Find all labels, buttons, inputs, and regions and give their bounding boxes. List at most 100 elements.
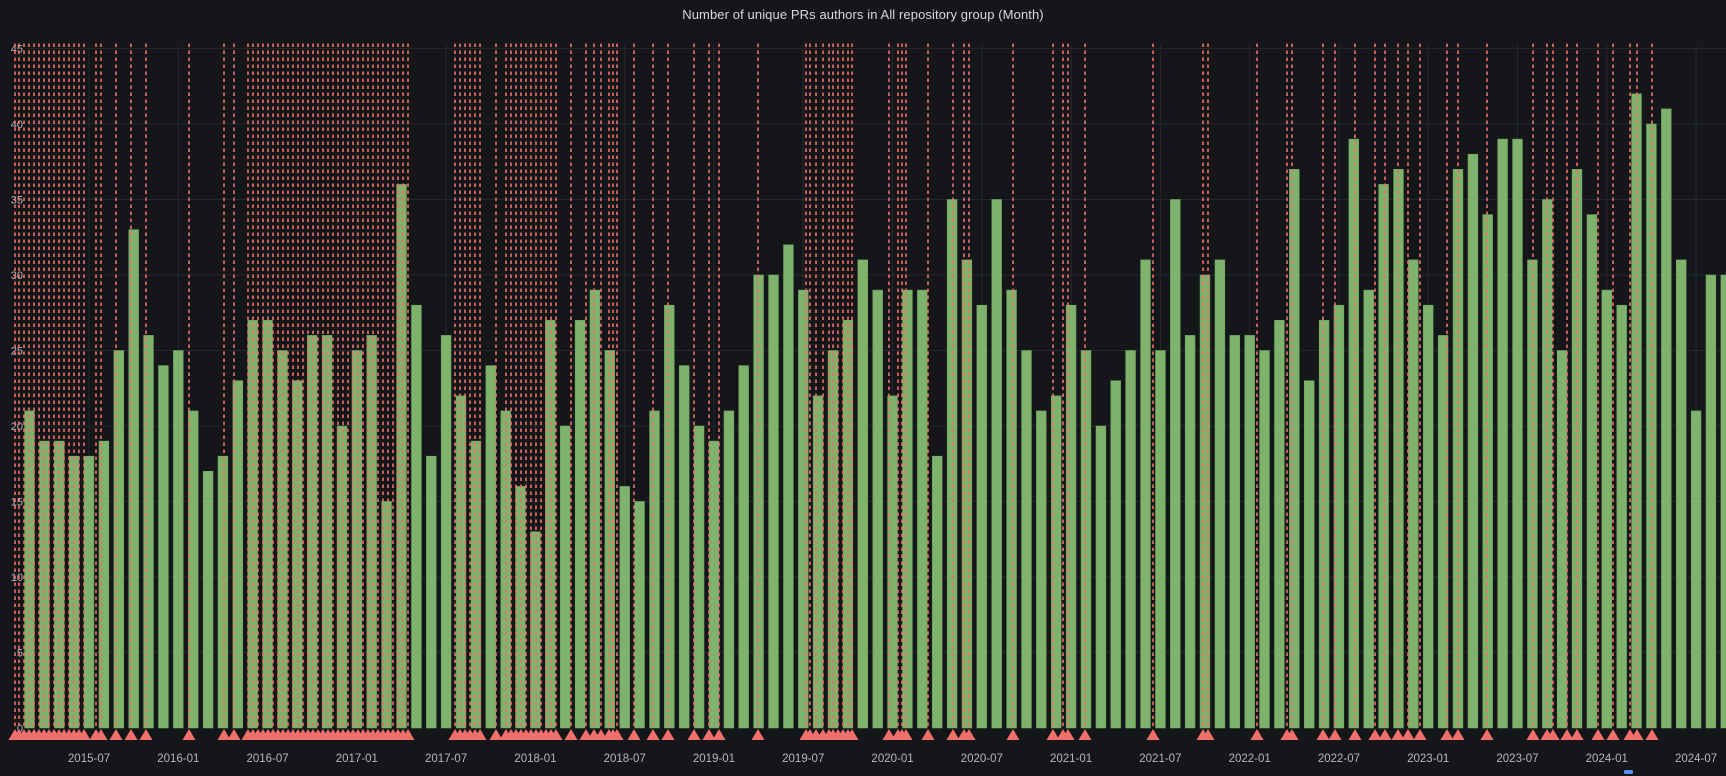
annotation-marker[interactable] — [946, 729, 960, 740]
bar-2024-01[interactable] — [1601, 289, 1613, 729]
annotation-marker[interactable] — [712, 729, 726, 740]
bar-2024-06[interactable] — [1676, 259, 1687, 729]
bar-2020-11[interactable] — [1036, 410, 1047, 729]
bar-2024-05[interactable] — [1661, 108, 1672, 729]
annotation-marker[interactable] — [549, 729, 563, 740]
bar-2018-08[interactable] — [634, 501, 645, 729]
annotation-marker[interactable] — [217, 729, 231, 740]
annotation-marker[interactable] — [1146, 729, 1160, 740]
bar-2016-10[interactable] — [306, 335, 318, 729]
bar-2018-12[interactable] — [693, 425, 705, 729]
bar-2022-08[interactable] — [1348, 138, 1360, 729]
bar-2018-05[interactable] — [589, 289, 601, 729]
bar-2023-01[interactable] — [1423, 304, 1434, 729]
annotation-marker[interactable] — [627, 729, 641, 740]
annotation-marker[interactable] — [1606, 729, 1620, 740]
annotation-marker[interactable] — [1046, 729, 1060, 740]
bar-2021-08[interactable] — [1170, 199, 1181, 729]
bar-2022-04[interactable] — [1289, 169, 1300, 729]
bar-2024-02[interactable] — [1616, 304, 1627, 729]
bar-2022-10[interactable] — [1378, 184, 1389, 729]
panel-title[interactable]: Number of unique PRs authors in All repo… — [682, 6, 1044, 22]
bar-2021-01[interactable] — [1065, 304, 1077, 729]
annotation-marker[interactable] — [882, 729, 896, 740]
bar-2022-12[interactable] — [1408, 259, 1419, 729]
annotation-marker[interactable] — [1401, 729, 1415, 740]
annotation-marker[interactable] — [1078, 729, 1092, 740]
annotation-marker[interactable] — [845, 729, 859, 740]
bar-2018-03[interactable] — [559, 425, 571, 729]
annotation-marker[interactable] — [687, 729, 701, 740]
bar-2020-07[interactable] — [976, 304, 988, 729]
annotation-marker[interactable] — [1630, 729, 1644, 740]
annotation-marker[interactable] — [646, 729, 660, 740]
bar-2018-04[interactable] — [574, 319, 586, 729]
bar-2017-03[interactable] — [381, 501, 392, 729]
bar-2020-02[interactable] — [902, 289, 913, 729]
annotation-marker[interactable] — [1570, 729, 1584, 740]
annotation-marker[interactable] — [1440, 729, 1454, 740]
bar-2019-06[interactable] — [783, 244, 794, 729]
bar-2021-03[interactable] — [1095, 425, 1107, 729]
bar-2023-07[interactable] — [1512, 138, 1523, 729]
bar-2021-09[interactable] — [1184, 335, 1196, 729]
annotation-marker[interactable] — [1328, 729, 1342, 740]
bar-2023-12[interactable] — [1586, 214, 1598, 729]
bar-2020-08[interactable] — [991, 199, 1002, 729]
bar-2016-06[interactable] — [247, 319, 258, 729]
bar-2022-09[interactable] — [1363, 289, 1374, 729]
bar-2019-10[interactable] — [842, 319, 854, 729]
bar-2020-10[interactable] — [1021, 350, 1032, 729]
bar-2021-10[interactable] — [1199, 274, 1211, 729]
bar-2018-09[interactable] — [649, 410, 660, 729]
bar-2017-08[interactable] — [455, 395, 467, 729]
annotation-marker[interactable] — [124, 729, 138, 740]
bar-2021-02[interactable] — [1080, 350, 1092, 729]
annotation-marker[interactable] — [751, 729, 765, 740]
annotation-marker[interactable] — [1391, 729, 1405, 740]
bar-2020-06[interactable] — [961, 259, 973, 729]
bar-2015-09[interactable] — [113, 350, 125, 729]
annotation-marker[interactable] — [109, 729, 123, 740]
annotation-marker[interactable] — [182, 729, 196, 740]
legend-series-marker[interactable] — [1624, 770, 1633, 774]
bar-2020-12[interactable] — [1051, 395, 1062, 729]
bar-2018-10[interactable] — [664, 304, 675, 729]
bar-2016-08[interactable] — [277, 350, 288, 729]
annotation-marker[interactable] — [1368, 729, 1382, 740]
annotation-marker[interactable] — [77, 729, 91, 740]
bar-2019-08[interactable] — [812, 395, 824, 729]
bar-2021-07[interactable] — [1155, 350, 1166, 729]
bar-2024-09[interactable] — [1720, 274, 1726, 729]
annotation-marker[interactable] — [962, 729, 976, 740]
bar-2016-12[interactable] — [336, 425, 348, 729]
annotation-marker[interactable] — [227, 729, 241, 740]
annotation-marker[interactable] — [1348, 729, 1362, 740]
annotation-marker[interactable] — [564, 729, 578, 740]
bar-2017-04[interactable] — [396, 184, 407, 729]
bar-2018-11[interactable] — [678, 365, 690, 729]
bar-2020-05[interactable] — [946, 199, 958, 729]
bar-2016-11[interactable] — [321, 335, 333, 729]
annotation-marker[interactable] — [1480, 729, 1494, 740]
annotation-marker[interactable] — [1413, 729, 1427, 740]
bar-2016-05[interactable] — [232, 380, 243, 729]
bar-2015-10[interactable] — [128, 229, 139, 729]
annotation-marker[interactable] — [610, 729, 624, 740]
bar-2017-07[interactable] — [440, 335, 452, 729]
annotation-marker[interactable] — [1591, 729, 1605, 740]
bar-2017-10[interactable] — [485, 365, 496, 729]
annotation-marker[interactable] — [921, 729, 935, 740]
bar-2023-02[interactable] — [1437, 335, 1449, 729]
annotation-marker[interactable] — [489, 729, 503, 740]
bar-2021-05[interactable] — [1125, 350, 1136, 729]
bar-2021-06[interactable] — [1140, 259, 1151, 729]
bar-2023-03[interactable] — [1452, 169, 1464, 729]
bar-2017-06[interactable] — [426, 455, 437, 729]
bar-2020-09[interactable] — [1006, 289, 1017, 729]
bar-2023-04[interactable] — [1467, 153, 1479, 729]
bar-2022-07[interactable] — [1333, 304, 1345, 729]
bar-2019-09[interactable] — [827, 350, 839, 729]
bar-2019-12[interactable] — [872, 289, 883, 729]
bar-2018-06[interactable] — [604, 350, 616, 729]
